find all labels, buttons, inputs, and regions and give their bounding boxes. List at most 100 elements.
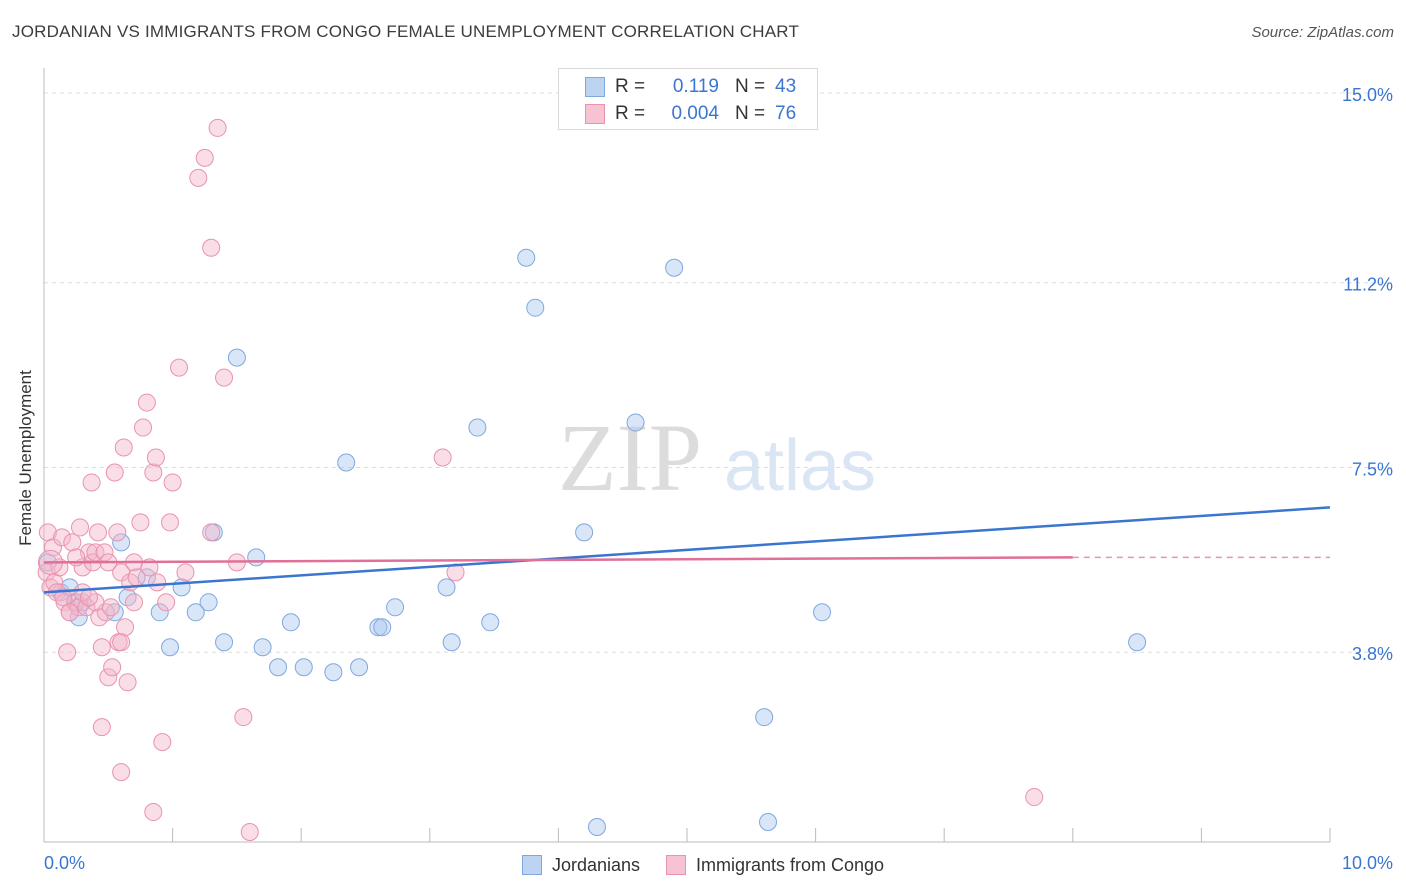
point-jordanian: [437, 578, 456, 597]
point-congo: [82, 473, 101, 492]
point-congo: [112, 763, 131, 782]
point-congo: [148, 573, 167, 592]
point-congo: [163, 473, 182, 492]
point-congo: [63, 533, 82, 552]
point-jordanian: [813, 603, 832, 622]
point-congo: [108, 523, 127, 542]
point-jordanian: [227, 348, 246, 367]
point-congo: [92, 718, 111, 737]
legend-row-congo: R = 0.004 N = 76: [559, 100, 796, 128]
point-congo: [71, 518, 90, 537]
legend-label-congo: Immigrants from Congo: [696, 854, 885, 875]
legend-item-congo[interactable]: Immigrants from Congo: [666, 855, 884, 876]
y-tick-label: 7.5%: [1352, 459, 1393, 479]
legend-label-jordanians: Jordanians: [551, 854, 640, 875]
point-jordanian: [269, 658, 288, 677]
point-jordanian: [199, 593, 218, 612]
point-congo: [89, 523, 108, 542]
point-congo: [170, 358, 189, 377]
tick-labels: 3.8% 7.5% 11.2% 15.0% 0.0% 10.0%: [44, 85, 1393, 873]
axes: [43, 68, 1331, 843]
source-label: Source: ZipAtlas.com: [1251, 24, 1394, 41]
point-jordanian: [373, 618, 392, 637]
legend-item-jordanians[interactable]: Jordanians: [521, 854, 640, 876]
point-congo: [112, 633, 131, 652]
grid-lines: [44, 92, 1392, 653]
point-jordanian: [337, 453, 356, 472]
legend-swatch-blue: [521, 855, 542, 875]
point-congo: [137, 393, 156, 412]
point-congo: [240, 823, 259, 842]
legend-row-jordanians: R = 0.119 N = 43: [559, 73, 796, 101]
point-congo: [153, 733, 172, 752]
point-jordanian: [69, 608, 88, 627]
legend-n-label: N =: [735, 76, 766, 97]
legend-swatch-blue: [585, 77, 605, 97]
point-congo: [92, 638, 111, 657]
point-congo: [161, 513, 180, 532]
y-tick-label: 11.2%: [1343, 275, 1393, 295]
point-congo: [118, 673, 137, 692]
point-congo: [208, 118, 227, 137]
point-congo: [1025, 788, 1044, 807]
watermark-atlas: atlas: [724, 426, 876, 506]
legend-n-label: N =: [735, 103, 766, 124]
x-tick-label: 10.0%: [1342, 853, 1393, 873]
legend-r-value: 0.004: [671, 103, 719, 124]
point-jordanian: [386, 598, 405, 617]
stats-legend: R = 0.119 N = 43 R = 0.004 N = 76: [558, 68, 818, 130]
legend-n-value: 76: [775, 103, 797, 124]
y-tick-label: 3.8%: [1352, 644, 1393, 664]
point-jordanian: [150, 603, 169, 622]
legend-r-value: 0.119: [672, 76, 719, 97]
point-congo: [53, 528, 72, 547]
trend-line-jordanians: [43, 506, 1331, 594]
point-congo: [144, 803, 163, 822]
point-congo: [80, 588, 99, 607]
point-jordanian: [481, 613, 500, 632]
point-congo: [99, 668, 118, 687]
point-jordanian: [369, 618, 388, 637]
point-jordanian: [281, 613, 300, 632]
series-congo: [37, 118, 1044, 842]
point-jordanian: [1128, 633, 1147, 652]
point-congo: [134, 418, 153, 437]
point-jordanian: [442, 633, 461, 652]
point-jordanian: [626, 413, 645, 432]
point-congo: [44, 538, 63, 557]
point-congo: [116, 618, 135, 637]
point-congo: [195, 148, 214, 167]
point-jordanian: [755, 708, 774, 727]
series-jordanians: [38, 248, 1147, 837]
trend-lines: [43, 506, 1331, 594]
point-jordanian: [759, 813, 778, 832]
point-jordanian: [172, 578, 191, 597]
point-jordanian: [575, 523, 594, 542]
point-congo: [114, 438, 133, 457]
point-congo: [58, 643, 77, 662]
legend-r-label: R =: [615, 103, 646, 124]
point-jordanian: [587, 818, 606, 837]
trend-line-congo: [43, 556, 1073, 564]
legend-swatch-pink: [585, 104, 605, 124]
point-jordanian: [468, 418, 487, 437]
point-congo: [101, 598, 120, 617]
point-jordanian: [215, 633, 234, 652]
point-congo: [202, 238, 221, 257]
point-congo: [54, 588, 73, 607]
point-congo: [202, 523, 221, 542]
point-congo: [433, 448, 452, 467]
point-congo: [446, 563, 465, 582]
point-congo: [215, 368, 234, 387]
point-congo: [144, 463, 163, 482]
point-jordanian: [186, 603, 205, 622]
legend-n-value: 43: [775, 76, 797, 97]
watermark-zip: ZIP: [558, 404, 702, 511]
point-congo: [103, 658, 122, 677]
point-congo: [146, 448, 165, 467]
point-jordanian: [112, 533, 131, 552]
point-jordanian: [294, 658, 313, 677]
watermark: ZIP atlas: [558, 404, 876, 511]
point-jordanian: [665, 258, 684, 277]
